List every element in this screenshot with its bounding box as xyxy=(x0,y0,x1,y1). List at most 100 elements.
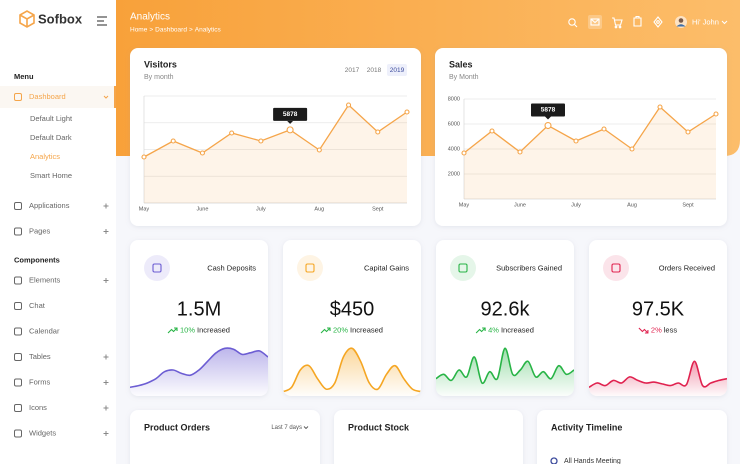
logo-icon xyxy=(19,10,35,28)
settings-icon[interactable] xyxy=(653,16,663,28)
menu-item[interactable]: Pages xyxy=(29,226,51,235)
menu-item[interactable]: Forms xyxy=(29,377,50,386)
breadcrumb-item[interactable]: Dashboard xyxy=(155,27,187,34)
expand-icon[interactable] xyxy=(103,229,109,234)
page-title: Analytics xyxy=(130,12,170,23)
menu-item[interactable]: Applications xyxy=(29,201,70,210)
menu-item[interactable]: Tables xyxy=(29,352,51,361)
x-tick-label: Sept xyxy=(682,202,694,208)
expand-icon[interactable] xyxy=(103,203,109,209)
menu-item[interactable]: Calendar xyxy=(29,326,60,335)
line xyxy=(143,103,408,158)
sparkline xyxy=(130,347,268,389)
menu-item[interactable]: Dashboard xyxy=(29,92,66,101)
point xyxy=(346,102,352,108)
expand-icon[interactable] xyxy=(103,354,109,360)
menu-section-label: Components xyxy=(14,255,60,264)
sparkline-area xyxy=(130,348,268,396)
panel-title: Product Stock xyxy=(348,422,410,432)
line xyxy=(463,106,717,154)
submenu-item[interactable]: Default Light xyxy=(30,114,73,123)
expand-icon[interactable] xyxy=(103,405,109,411)
chevron xyxy=(103,95,109,99)
stat-change-label: Increased xyxy=(501,325,534,334)
tooltip xyxy=(531,103,565,117)
point xyxy=(404,109,410,115)
menu-icon xyxy=(14,404,22,412)
header-icons xyxy=(568,15,663,29)
year-filter[interactable]: 2019 xyxy=(390,67,405,74)
panel-title: Product Orders xyxy=(144,422,210,432)
avatar-face xyxy=(678,18,684,23)
point xyxy=(544,121,552,130)
menu-icon xyxy=(14,93,22,101)
chart-title: Visitors xyxy=(144,59,177,69)
menu-item[interactable]: Chat xyxy=(29,301,46,310)
x-tick-label: Aug xyxy=(314,206,324,212)
logo[interactable]: Sofbox xyxy=(19,10,83,28)
cart-icon[interactable] xyxy=(612,17,623,29)
trend-arrow xyxy=(167,327,178,334)
year-filter[interactable]: 2018 xyxy=(367,67,382,74)
stat-change: 2% xyxy=(651,325,662,334)
menu-toggle[interactable] xyxy=(97,16,107,26)
chart-subtitle: By Month xyxy=(449,74,479,81)
expand-icon[interactable] xyxy=(103,380,109,385)
year-filter[interactable]: 2017 xyxy=(345,67,360,74)
trend-arrow xyxy=(475,327,486,334)
bottom-cards: Product Orders Last 7 days Product Stock Ac… xyxy=(130,410,727,464)
breadcrumb-separator: > xyxy=(149,27,153,34)
panel-title: Activity Timeline xyxy=(551,422,622,432)
menu-icon xyxy=(14,302,22,310)
expand-icon[interactable] xyxy=(103,431,109,436)
menu-icon xyxy=(14,353,22,361)
sparkline xyxy=(283,347,421,393)
point xyxy=(258,138,264,144)
stat-title: Orders Received xyxy=(659,263,715,272)
menu-icon xyxy=(14,276,22,285)
panel-card xyxy=(130,410,320,464)
x-tick-label: Sept xyxy=(372,206,384,212)
breadcrumb-item[interactable]: Analytics xyxy=(195,27,222,34)
menu-item[interactable]: Icons xyxy=(29,403,47,412)
x-tick-label: May xyxy=(139,206,150,212)
stat-card: Cash Deposits 1.5M 10% Increased xyxy=(130,240,268,396)
user-menu[interactable]: Hi' John xyxy=(675,16,728,28)
mail-icon[interactable] xyxy=(588,15,602,29)
stat-card: Subscribers Gained 92.6k 4% Increased xyxy=(436,240,574,396)
menu-item[interactable]: Elements xyxy=(29,275,61,284)
notification-icon[interactable] xyxy=(633,15,642,27)
menu-item[interactable]: Widgets xyxy=(29,428,56,437)
visitors-chart: Visitors By month May June July Aug Sept 5878 20… xyxy=(139,59,410,212)
stat-change: 10% xyxy=(180,325,195,334)
timeline-item: All Hands Meeting xyxy=(564,458,621,464)
trend-arrow xyxy=(638,327,649,334)
panel-filter[interactable]: Last 7 days xyxy=(271,425,302,431)
y-tick-label: 4000 xyxy=(448,146,460,152)
stat-value: 1.5M xyxy=(177,298,221,320)
active-item-bg xyxy=(0,86,116,108)
point xyxy=(316,147,322,153)
x-tick-label: Aug xyxy=(627,202,637,208)
stat-title: Subscribers Gained xyxy=(496,263,562,272)
expand-icon[interactable] xyxy=(103,278,109,283)
point xyxy=(517,149,523,155)
point xyxy=(629,146,635,152)
stat-title: Cash Deposits xyxy=(207,263,256,272)
stat-card: Capital Gains $450 20% Increased xyxy=(283,240,421,396)
sparkline xyxy=(436,347,574,385)
point xyxy=(461,150,467,156)
menu-icon xyxy=(14,227,22,236)
submenu-item[interactable]: Analytics xyxy=(30,152,60,161)
submenu-item[interactable]: Smart Home xyxy=(30,171,72,180)
tooltip xyxy=(273,107,308,121)
breadcrumb-separator: > xyxy=(189,27,193,34)
point xyxy=(170,138,176,144)
search-icon[interactable] xyxy=(568,18,578,28)
sidebar-menu: Menu Dashboard Default Light Default Dark An… xyxy=(0,72,116,438)
user-name: Hi' John xyxy=(692,17,719,26)
stat-value: 92.6k xyxy=(481,298,531,320)
breadcrumb-item[interactable]: Home xyxy=(130,27,148,34)
submenu-item[interactable]: Default Dark xyxy=(30,133,72,142)
